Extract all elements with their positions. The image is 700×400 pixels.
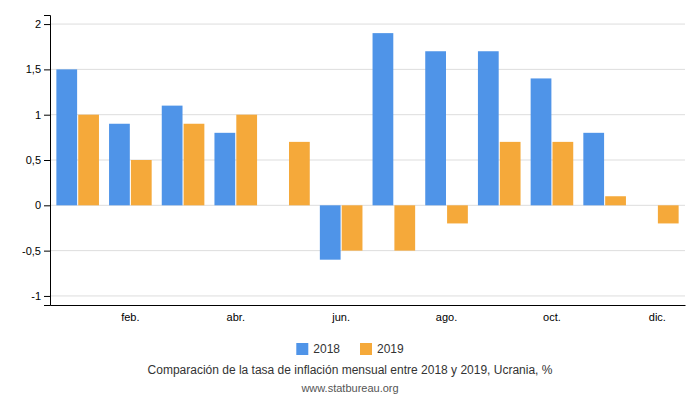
bar-series [78,115,678,251]
legend-item: 2018 [296,342,340,356]
grid-line [50,114,685,115]
bar [605,196,626,205]
y-tick: 2 [35,18,50,30]
grid-line [50,250,685,251]
x-tick: ago. [436,311,457,323]
y-tick-mark [44,296,50,297]
title: Comparación de la tasa de inflación mens… [148,363,553,377]
bar [425,51,446,205]
chart-svg: -1 -0,5 0 0,5 1 1,5 2 feb. abr. jun. ago. oct. dic. 2… [0,0,700,400]
bar [78,115,99,206]
legend: 2018 2019 [296,342,404,356]
y-tick: -0,5 [22,245,50,257]
y-tick-mark [44,205,50,206]
y-tick-label: 1 [35,109,41,121]
legend-label: 2018 [313,342,340,356]
bar [394,205,415,250]
bar [267,205,288,206]
y-tick: 0 [35,199,50,211]
y-tick-label: 0,5 [26,154,41,166]
x-tick: oct. [543,311,561,323]
x-tick-label: jun. [331,311,350,323]
bar [531,78,552,205]
bar [131,160,152,205]
y-tick: 0,5 [26,154,50,166]
subtitle: www.statbureau.org [300,382,398,394]
bar [214,133,235,206]
legend-label: 2019 [377,342,404,356]
x-tick-label: dic. [649,311,666,323]
bar-series [56,33,604,260]
bar [109,124,130,206]
y-tick-mark [44,160,50,161]
y-tick-label: -0,5 [22,245,41,257]
y-tick-mark [44,115,50,116]
x-tick-label: feb. [121,311,139,323]
grid-line [50,295,685,296]
x-tick-label: abr. [227,311,245,323]
bar [447,205,468,223]
y-axis-line [44,16,51,306]
bar [552,142,573,205]
x-tick: dic. [649,311,666,323]
x-tick-label: ago. [436,311,457,323]
legend-swatch [360,343,372,355]
bar [184,124,205,206]
x-tick: abr. [227,311,245,323]
bar [373,33,394,205]
bar [478,51,499,205]
x-axis-line [51,305,686,306]
x-tick: feb. [121,311,139,323]
y-tick-label: -1 [31,290,41,302]
y-tick: -1 [31,290,50,302]
grid-line [50,24,685,25]
y-tick-label: 1,5 [26,63,41,75]
y-tick: 1,5 [26,63,50,75]
bar [320,205,341,259]
y-tick-label: 0 [35,199,41,211]
bar [236,115,257,206]
bars [56,33,678,260]
legend-item: 2019 [360,342,404,356]
y-tick-mark [44,24,50,25]
x-tick-label: oct. [543,311,561,323]
y-axis: -1 -0,5 0 0,5 1 1,5 2 [22,16,50,306]
y-tick-mark [44,251,50,252]
x-axis: feb. abr. jun. ago. oct. dic. [51,306,686,323]
chart-container: -1 -0,5 0 0,5 1 1,5 2 feb. abr. jun. ago. oct. dic. 2… [0,0,700,400]
y-tick-mark [44,69,50,70]
bar [56,69,77,205]
bar [342,205,363,250]
grid [50,24,685,296]
y-tick-label: 2 [35,18,41,30]
bar [289,142,310,205]
x-tick: jun. [331,311,350,323]
grid-line [50,69,685,70]
legend-swatch [296,343,308,355]
bar [500,142,521,205]
bar [162,106,183,206]
bar [583,133,604,206]
y-tick: 1 [35,109,50,121]
bar [658,205,679,223]
